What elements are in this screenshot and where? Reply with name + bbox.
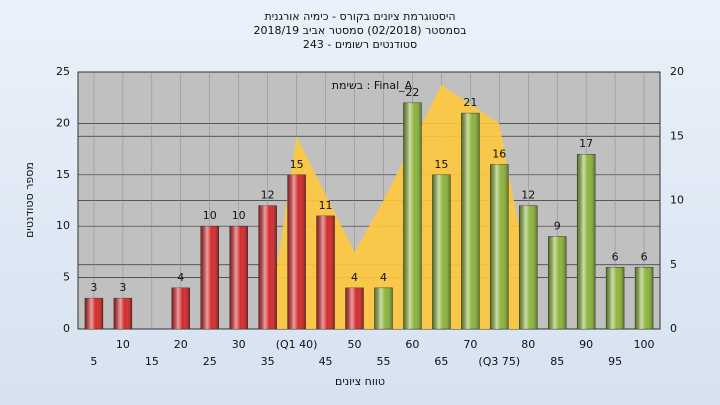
y-tick-label: 0 bbox=[63, 322, 70, 335]
annotation: בשימת : Final_A bbox=[332, 79, 413, 92]
bar-shading bbox=[490, 164, 509, 329]
data-label: 6 bbox=[641, 250, 648, 263]
y2-tick-label: 20 bbox=[670, 65, 684, 78]
y-tick-label: 20 bbox=[56, 116, 70, 129]
x-tick-label: 45 bbox=[319, 355, 333, 368]
x-tick-label: 100 bbox=[634, 338, 655, 351]
chart-subtitle: בסמסטר (02/2018) סמסטר אביב 2018/19 bbox=[253, 24, 466, 37]
bar-shading bbox=[461, 113, 480, 330]
bar-shading bbox=[519, 205, 538, 329]
y-tick-label: 25 bbox=[56, 65, 70, 78]
x-tick-label: 10 bbox=[116, 338, 130, 351]
y-tick-label: 15 bbox=[56, 168, 70, 181]
data-label: 12 bbox=[261, 189, 275, 202]
bar-shading bbox=[374, 287, 393, 329]
bar-shading bbox=[200, 226, 219, 329]
x-tick-label: 15 bbox=[145, 355, 159, 368]
data-label: 11 bbox=[319, 199, 333, 212]
data-label: 15 bbox=[434, 158, 448, 171]
bar-shading bbox=[577, 154, 596, 329]
data-label: 3 bbox=[119, 281, 126, 294]
bar-shading bbox=[258, 205, 277, 329]
data-label: 16 bbox=[492, 148, 506, 161]
bar-shading bbox=[548, 236, 567, 329]
data-label: 21 bbox=[463, 96, 477, 109]
data-label: 17 bbox=[579, 137, 593, 150]
y-axis-label: מספר סטודנטים bbox=[23, 162, 36, 238]
x-tick-label: 25 bbox=[203, 355, 217, 368]
bar-shading bbox=[403, 102, 422, 329]
x-tick-label: 55 bbox=[376, 355, 390, 368]
y2-tick-label: 10 bbox=[670, 194, 684, 207]
bar-shading bbox=[606, 267, 625, 329]
bar-shading bbox=[432, 174, 451, 329]
y-tick-label: 10 bbox=[56, 219, 70, 232]
x-tick-label: 95 bbox=[608, 355, 622, 368]
x-tick-label: (Q1 40) bbox=[276, 338, 318, 351]
x-tick-label: 70 bbox=[463, 338, 477, 351]
data-label: 22 bbox=[405, 86, 419, 99]
data-label: 10 bbox=[232, 209, 246, 222]
data-label: 4 bbox=[351, 271, 358, 284]
x-tick-label: 60 bbox=[405, 338, 419, 351]
x-tick-label: 90 bbox=[579, 338, 593, 351]
data-label: 3 bbox=[90, 281, 97, 294]
y-tick-label: 5 bbox=[63, 271, 70, 284]
bar-shading bbox=[287, 174, 306, 329]
data-label: 10 bbox=[203, 209, 217, 222]
x-tick-label: 20 bbox=[174, 338, 188, 351]
x-tick-label: 80 bbox=[521, 338, 535, 351]
chart-title: היסטוגרמת ציונים בקורס - כימיה אורגנית bbox=[264, 10, 455, 23]
bar-shading bbox=[171, 287, 190, 329]
data-label: 15 bbox=[290, 158, 304, 171]
bar-shading bbox=[84, 298, 103, 329]
data-label: 6 bbox=[612, 250, 619, 263]
data-label: 12 bbox=[521, 189, 535, 202]
x-tick-label: (Q3 75) bbox=[478, 355, 520, 368]
x-tick-label: 50 bbox=[348, 338, 362, 351]
y2-tick-label: 15 bbox=[670, 129, 684, 142]
x-tick-label: 65 bbox=[434, 355, 448, 368]
x-axis-label: טווח ציונים bbox=[335, 375, 385, 388]
data-label: 9 bbox=[554, 219, 561, 232]
data-label: 4 bbox=[177, 271, 184, 284]
y2-tick-label: 0 bbox=[670, 322, 677, 335]
bar-shading bbox=[345, 287, 364, 329]
bar-shading bbox=[316, 215, 335, 329]
x-tick-label: 30 bbox=[232, 338, 246, 351]
x-tick-label: 85 bbox=[550, 355, 564, 368]
bar-shading bbox=[229, 226, 248, 329]
x-tick-label: 35 bbox=[261, 355, 275, 368]
y2-tick-label: 5 bbox=[670, 258, 677, 271]
bar-shading bbox=[635, 267, 654, 329]
chart-subtitle: 243 - סטודנטים רשומים bbox=[303, 38, 417, 51]
data-label: 4 bbox=[380, 271, 387, 284]
x-tick-label: 5 bbox=[90, 355, 97, 368]
bar-shading bbox=[113, 298, 132, 329]
